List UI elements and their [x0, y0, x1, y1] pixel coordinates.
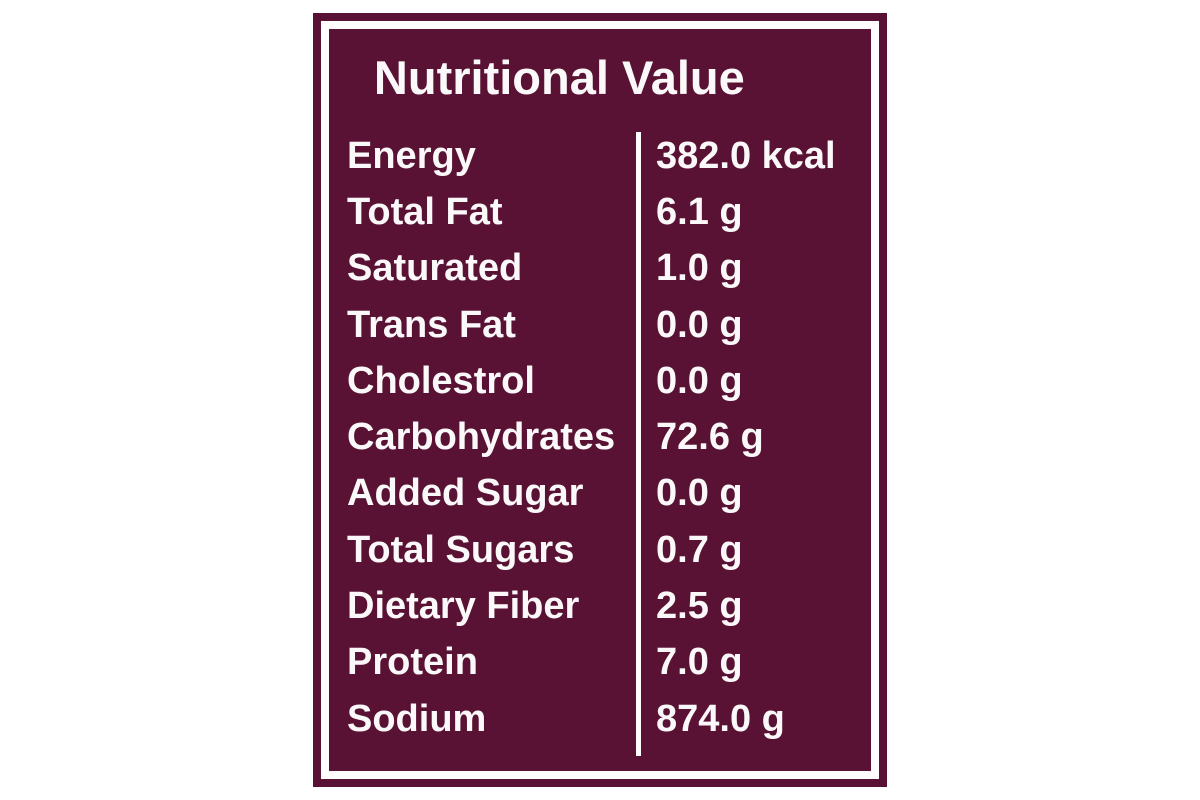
nutrient-name: Protein: [347, 641, 478, 684]
nutrient-name: Carbohydrates: [347, 416, 616, 459]
nutrient-name: Dietary Fiber: [347, 585, 580, 628]
nutrient-value: 0.0 g: [656, 472, 743, 515]
table-row: Carbohydrates 72.6 g: [329, 409, 871, 465]
nutrient-name: Total Fat: [347, 190, 503, 233]
nutrient-name: Added Sugar: [347, 472, 584, 515]
table-row: Cholestrol 0.0 g: [329, 353, 871, 409]
nutrient-value: 6.1 g: [656, 190, 743, 233]
table-row: Energy 382.0 kcal: [329, 128, 871, 184]
nutrient-value: 874.0 g: [656, 697, 785, 740]
nutrition-label-panel: Nutritional Value Energy 382.0 kcal Tota…: [313, 13, 887, 787]
table-row: Dietary Fiber 2.5 g: [329, 578, 871, 634]
nutrition-table: Energy 382.0 kcal Total Fat 6.1 g Satura…: [329, 128, 871, 756]
nutrient-value: 72.6 g: [656, 416, 764, 459]
nutrient-name: Total Sugars: [347, 528, 575, 571]
table-row: Added Sugar 0.0 g: [329, 466, 871, 522]
nutrient-name: Trans Fat: [347, 303, 516, 346]
panel-content: Nutritional Value Energy 382.0 kcal Tota…: [329, 49, 871, 791]
nutrient-value: 0.0 g: [656, 303, 743, 346]
nutrient-name: Energy: [347, 134, 476, 177]
nutrient-value: 1.0 g: [656, 247, 743, 290]
table-row: Trans Fat 0.0 g: [329, 297, 871, 353]
column-divider-line: [636, 132, 641, 756]
nutrient-value: 0.0 g: [656, 359, 743, 402]
table-row: Total Fat 6.1 g: [329, 184, 871, 240]
table-row: Sodium 874.0 g: [329, 691, 871, 747]
nutrient-value: 382.0 kcal: [656, 134, 836, 177]
panel-white-border: Nutritional Value Energy 382.0 kcal Tota…: [321, 21, 879, 779]
panel-title: Nutritional Value: [373, 51, 745, 104]
nutrient-name: Sodium: [347, 697, 487, 740]
nutrient-value: 2.5 g: [656, 585, 743, 628]
nutrient-name: Saturated: [347, 247, 523, 290]
nutrient-value: 7.0 g: [656, 641, 743, 684]
table-row: Protein 7.0 g: [329, 635, 871, 691]
table-row: Saturated 1.0 g: [329, 241, 871, 297]
table-row: Total Sugars 0.7 g: [329, 522, 871, 578]
nutrient-value: 0.7 g: [656, 528, 743, 571]
nutrient-name: Cholestrol: [347, 359, 535, 402]
